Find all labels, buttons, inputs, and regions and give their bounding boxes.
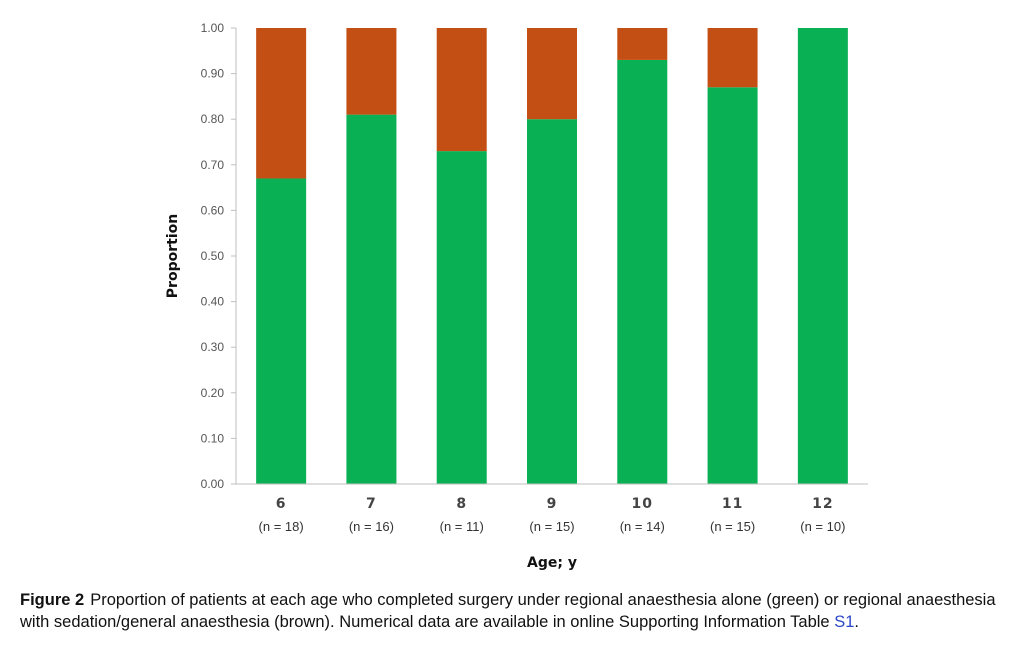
supporting-table-link[interactable]: S1 (834, 613, 855, 631)
sample-size-label: (n = 18) (259, 519, 304, 534)
bar-sedation-9 (527, 28, 577, 120)
bar-sedation-6 (256, 28, 307, 179)
y-tick-label: 1.00 (201, 21, 225, 35)
x-category-label: 12 (812, 496, 833, 512)
y-tick-label: 0.30 (201, 340, 225, 354)
bar-sedation-10 (617, 28, 668, 60)
bar-regional-12 (797, 28, 848, 484)
bar-sedation-8 (436, 28, 487, 152)
sample-size-label: (n = 15) (710, 519, 755, 534)
sample-size-label: (n = 11) (440, 519, 484, 534)
figure-caption: Figure 2 Proportion of patients at each a… (20, 589, 1010, 633)
sample-size-label: (n = 15) (529, 519, 574, 534)
y-axis-title: Proportion (165, 214, 181, 298)
stacked-bar-chart: 0.00 0.10 0.20 0.30 0.40 0.50 0.60 0.70 0.80 0.90… (165, 21, 868, 571)
bar-regional-7 (346, 114, 397, 484)
x-axis: 6 (n = 18) 7 (n = 16) 8 (n = 11) 9 (n = 15) 10 (n… (236, 483, 868, 534)
caption-text: Proportion of patients at each age who c… (20, 591, 996, 631)
bar-regional-8 (436, 151, 487, 484)
x-axis-title: Age; y (527, 555, 577, 571)
y-tick-label: 0.80 (201, 112, 225, 126)
y-axis: 0.00 0.10 0.20 0.30 0.40 0.50 0.60 0.70 0.80 0.90… (201, 21, 237, 491)
bar-regional-9 (527, 119, 577, 484)
figure-label: Figure 2 (20, 591, 85, 609)
y-tick-label: 0.50 (201, 249, 225, 263)
caption-end: . (854, 613, 859, 631)
sample-size-label: (n = 14) (620, 519, 665, 534)
x-category-label: 9 (547, 496, 558, 512)
y-tick-label: 0.00 (201, 477, 225, 491)
y-tick-label: 0.20 (201, 386, 225, 400)
bar-sedation-11 (707, 28, 758, 88)
y-tick-label: 0.10 (201, 431, 225, 445)
x-category-label: 8 (456, 496, 467, 512)
sample-size-label: (n = 16) (349, 519, 394, 534)
bar-regional-10 (617, 59, 668, 485)
bar-regional-11 (707, 87, 758, 484)
y-tick-label: 0.40 (201, 295, 225, 309)
y-tick-label: 0.60 (201, 203, 225, 217)
y-tick-label: 0.70 (201, 158, 225, 172)
bars (256, 28, 848, 485)
x-category-label: 6 (276, 496, 287, 512)
x-category-label: 11 (722, 496, 743, 512)
x-category-label: 7 (366, 496, 377, 512)
bar-regional-6 (256, 178, 307, 485)
sample-size-label: (n = 10) (800, 519, 845, 534)
bar-sedation-7 (346, 28, 397, 115)
x-category-label: 10 (632, 496, 653, 512)
y-tick-label: 0.90 (201, 67, 225, 81)
